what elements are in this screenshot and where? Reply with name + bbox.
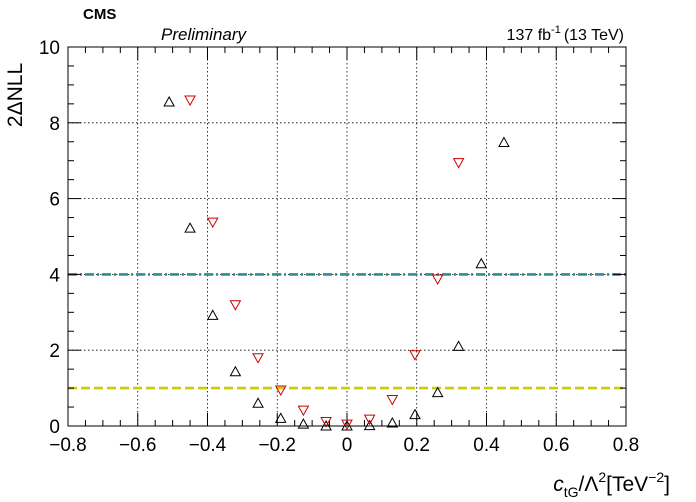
marker-triangle-up xyxy=(229,365,242,377)
lumi-exponent: -1 xyxy=(551,24,561,36)
marker-triangle-down xyxy=(297,405,310,417)
marker-triangle-down xyxy=(229,300,242,311)
marker-triangle-down xyxy=(363,414,376,426)
x-tick-label: 0.8 xyxy=(613,435,639,456)
y-tick-label: 8 xyxy=(49,114,60,135)
grid-lines xyxy=(68,47,626,426)
marker-triangle-down xyxy=(274,385,287,397)
lumi-value: 137 fb xyxy=(507,27,552,44)
x-tick-label: 0 xyxy=(342,435,353,456)
marker-triangle-up xyxy=(297,418,310,429)
cms-label: CMS xyxy=(83,6,116,23)
marker-triangle-up xyxy=(431,386,444,398)
x-label-unit-sup: −2 xyxy=(648,469,664,485)
reference-lines xyxy=(68,273,626,390)
x-tick-label: 0.2 xyxy=(404,435,430,456)
marker-triangle-up xyxy=(363,419,376,431)
x-tick-label: −0.8 xyxy=(49,435,87,456)
marker-triangle-up xyxy=(409,408,421,420)
marker-triangle-up xyxy=(386,416,399,428)
x-label-c: c xyxy=(553,473,564,496)
marker-triangle-down xyxy=(386,394,399,406)
x-tick-label: 0.4 xyxy=(473,435,500,456)
marker-triangle-up xyxy=(206,309,219,320)
tick-labels: −0.8 −0.6 −0.4 −0.2 0 0.2 0.4 0.6 0.8 0 2 4 6 8 10 xyxy=(39,38,639,456)
marker-triangle-up xyxy=(452,340,465,351)
lumi-energy: (13 TeV) xyxy=(564,27,624,44)
data-markers xyxy=(163,95,510,431)
x-label-close: ] xyxy=(664,473,670,496)
marker-triangle-up xyxy=(163,95,175,107)
x-axis-label: ctG/Λ2[TeV−2] xyxy=(553,469,670,500)
y-tick-label: 10 xyxy=(39,38,60,59)
marker-triangle-up xyxy=(498,136,510,148)
x-label-lambda: /Λ xyxy=(578,473,598,496)
y-tick-label: 4 xyxy=(49,265,60,286)
marker-triangle-up xyxy=(184,222,196,233)
marker-triangle-down xyxy=(206,217,219,229)
x-label-sub: tG xyxy=(564,484,579,500)
preliminary-label: Preliminary xyxy=(161,25,248,44)
marker-triangle-up xyxy=(475,257,488,269)
marker-triangle-down xyxy=(452,158,465,169)
x-label-unit: [TeV xyxy=(606,473,648,496)
x-tick-label: −0.6 xyxy=(119,435,157,456)
y-tick-label: 6 xyxy=(49,190,60,211)
plot-frame xyxy=(67,46,627,427)
x-label-sup: 2 xyxy=(598,469,606,485)
marker-triangle-down xyxy=(320,416,332,428)
marker-triangle-down xyxy=(409,350,421,361)
marker-triangle-down xyxy=(431,274,444,285)
marker-triangle-up xyxy=(252,397,264,408)
y-tick-label: 2 xyxy=(49,341,60,362)
x-tick-label: −0.4 xyxy=(189,435,227,456)
marker-triangle-down xyxy=(252,353,264,364)
marker-triangle-up xyxy=(274,412,287,423)
marker-triangle-down xyxy=(341,419,353,431)
luminosity-label: 137 fb-1 (13 TeV) xyxy=(507,24,624,44)
marker-triangle-down xyxy=(184,95,196,107)
y-tick-label: 0 xyxy=(49,417,60,438)
x-tick-label: −0.2 xyxy=(258,435,296,456)
y-axis-label: 2ΔNLL xyxy=(4,63,27,127)
x-tick-label: 0.6 xyxy=(543,435,569,456)
